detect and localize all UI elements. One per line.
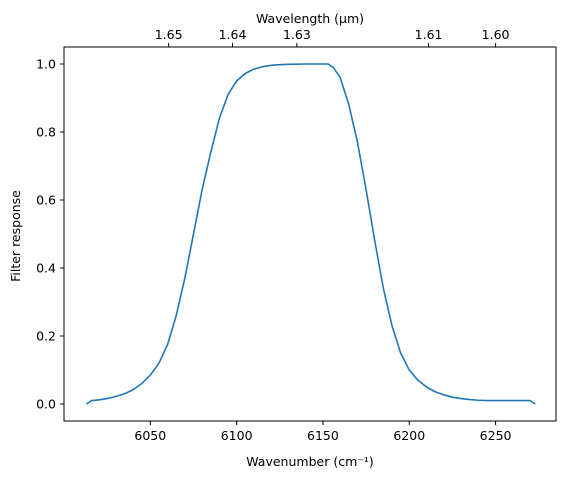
y-tick-label: 0.2 [36, 329, 56, 344]
y-tick-label: 0.0 [36, 397, 56, 412]
top-axis-title: Wavelength (μm) [256, 11, 364, 26]
x-tick-label: 6200 [393, 428, 425, 443]
series-line-0 [86, 63, 536, 405]
y-tick-label: 0.6 [36, 193, 56, 208]
y-tick-label: 0.4 [36, 261, 56, 276]
x-tick-label: 6050 [134, 428, 166, 443]
x-tick-label: 6250 [480, 428, 512, 443]
axes-layer: 6050 6100 6150 6200 6250 0.0 0.2 0.4 0.6 0.8 1.0 1.… [36, 27, 557, 443]
x-tick-label: 6100 [221, 428, 253, 443]
y-axis-title: Filter response [8, 190, 23, 282]
top-tick-label: 1.60 [482, 27, 510, 42]
top-tick-label: 1.61 [415, 27, 443, 42]
top-tick-label: 1.63 [283, 27, 311, 42]
y-tick-label: 1.0 [36, 57, 56, 72]
top-tick-label: 1.65 [155, 27, 183, 42]
x-tick-label: 6150 [307, 428, 339, 443]
plot-layer [86, 63, 536, 405]
top-tick-label: 1.64 [219, 27, 247, 42]
y-tick-label: 0.8 [36, 125, 56, 140]
plot-frame [63, 46, 557, 422]
x-axis-title: Wavenumber (cm⁻¹) [246, 454, 373, 469]
